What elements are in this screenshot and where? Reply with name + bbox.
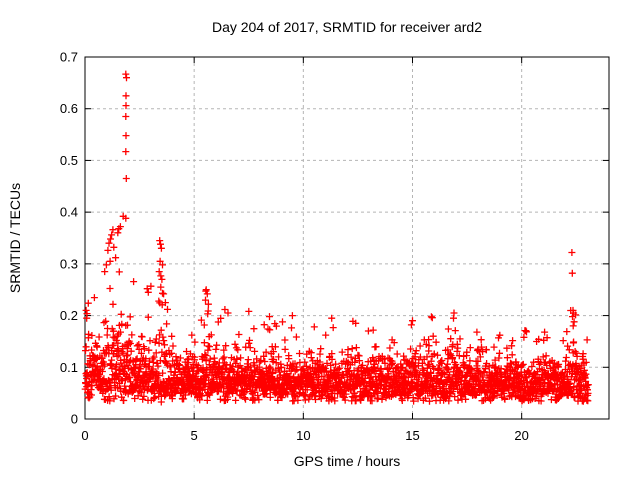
- x-tick-label: 5: [191, 428, 198, 443]
- data-points: [81, 70, 592, 406]
- chart-title: Day 204 of 2017, SRMTID for receiver ard…: [212, 19, 482, 35]
- y-tick-label: 0.7: [60, 50, 78, 65]
- y-tick-label: 0.5: [60, 153, 78, 168]
- x-tick-label: 0: [81, 428, 88, 443]
- plot-border: [84, 56, 610, 420]
- tick-labels: 0 5 10 15 20 0 0.1 0.2 0.3 0.4 0.5 0.6 0.7: [60, 50, 529, 444]
- y-tick-label: 0.6: [60, 101, 78, 116]
- y-tick-label: 0: [71, 412, 78, 427]
- x-tick-label: 15: [405, 428, 419, 443]
- x-tick-label: 10: [296, 428, 310, 443]
- y-tick-label: 0.3: [60, 256, 78, 271]
- y-tick-label: 0.2: [60, 308, 78, 323]
- x-tick-label: 20: [514, 428, 528, 443]
- y-axis-label: SRMTID / TECUs: [7, 183, 23, 293]
- y-tick-label: 0.4: [60, 205, 78, 220]
- y-tick-label: 0.1: [60, 360, 78, 375]
- x-axis-label: GPS time / hours: [294, 453, 401, 469]
